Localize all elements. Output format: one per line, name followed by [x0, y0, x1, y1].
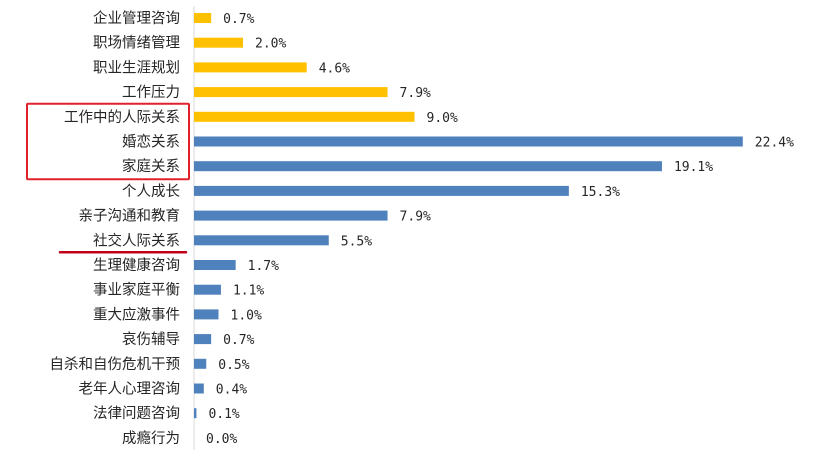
value-label: 0.7% [223, 333, 254, 348]
category-label: 工作压力 [122, 84, 180, 101]
value-label: 2.0% [255, 37, 286, 52]
category-label: 成瘾行为 [122, 430, 180, 447]
category-label: 事业家庭平衡 [93, 282, 180, 299]
bar [194, 13, 212, 23]
value-label: 1.7% [248, 259, 279, 274]
value-label: 0.4% [216, 383, 247, 398]
category-label: 老年人心理咨询 [79, 381, 181, 398]
category-label: 法律问题咨询 [93, 405, 180, 422]
value-label: 19.1% [674, 160, 713, 175]
value-label: 0.5% [218, 358, 249, 373]
bar [194, 284, 221, 295]
bar [194, 87, 388, 98]
bar [194, 334, 212, 345]
category-label: 亲子沟通和教育 [79, 208, 181, 225]
category-label: 社交人际关系 [93, 231, 180, 249]
value-label: 15.3% [581, 185, 620, 200]
value-label: 9.0% [427, 111, 458, 126]
category-label: 职场情绪管理 [93, 35, 180, 52]
bar [194, 210, 388, 221]
value-label: 7.9% [400, 86, 431, 101]
category-label: 企业管理咨询 [93, 9, 180, 27]
bar [194, 37, 243, 48]
value-label: 5.5% [341, 234, 372, 249]
bar [194, 136, 743, 147]
value-label: 22.4% [755, 136, 794, 151]
bar [194, 185, 569, 196]
category-label: 职业生涯规划 [93, 59, 180, 76]
bar [194, 383, 204, 394]
category-label: 哀伤辅导 [122, 331, 180, 348]
category-label: 家庭关系 [122, 158, 180, 175]
value-label: 0.1% [208, 407, 239, 422]
category-label: 重大应激事件 [93, 305, 180, 323]
value-label: 1.0% [231, 308, 262, 323]
bar [194, 358, 207, 369]
value-label: 7.9% [400, 210, 431, 225]
bar [194, 161, 662, 172]
value-label: 1.1% [233, 284, 264, 299]
bar [194, 408, 197, 419]
plot-area: 企业管理咨询 0.7% 职场情绪管理 2.0% 职业生涯规划 4.6% 工作压力 7.9% 工作… [50, 6, 794, 450]
category-label: 自杀和自伤危机干预 [50, 356, 181, 373]
bar [194, 111, 415, 122]
bar [194, 235, 329, 246]
bar [194, 62, 307, 73]
category-label: 婚恋关系 [122, 133, 180, 151]
category-label: 个人成长 [122, 183, 180, 200]
value-label: 4.6% [319, 61, 350, 76]
value-label: 0.7% [223, 12, 254, 27]
category-label: 生理健康咨询 [93, 257, 180, 274]
value-label: 0.0% [206, 432, 237, 447]
highlight-box [26, 102, 190, 181]
bar [194, 260, 236, 270]
category-label: 工作中的人际关系 [64, 109, 180, 126]
bar [194, 309, 219, 320]
annotation-layer [26, 102, 190, 254]
